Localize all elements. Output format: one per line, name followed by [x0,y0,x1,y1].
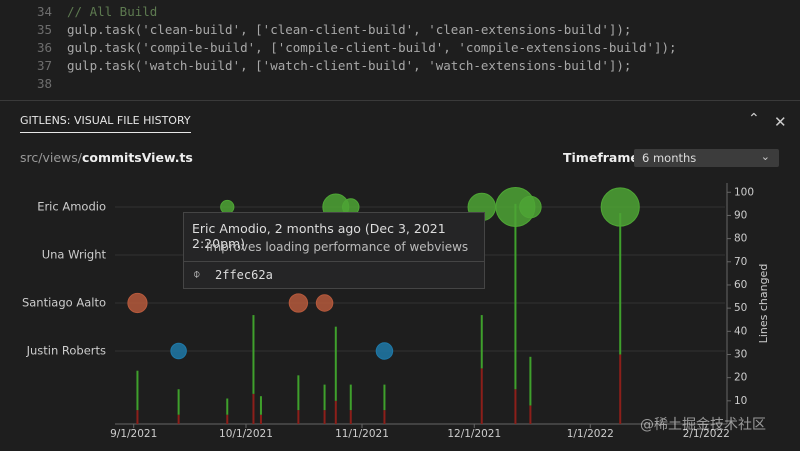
deletions-bar [136,410,139,424]
y2-tick-label: 90 [734,209,747,221]
timeframe-label: Timeframe [563,150,639,165]
author-label: Santiago Aalto [22,296,106,310]
y2-tick-label: 30 [734,348,747,360]
author-label: Una Wright [42,248,107,262]
commit-bubble[interactable] [288,293,309,313]
path-file: commitsView.ts [81,150,193,165]
deletions-bar [529,405,532,424]
commit-bubble[interactable] [127,292,148,314]
line-number: 34 [36,4,52,19]
deletions-bar [177,414,180,424]
deletions-bar [334,400,337,424]
additions-bar [349,384,352,411]
code-line: // All Build [67,4,158,19]
additions-bar [514,203,517,390]
panel-title[interactable]: GITLENS: VISUAL FILE HISTORY [20,114,191,133]
line-number: 36 [36,40,52,55]
panel: GITLENS: VISUAL FILE HISTORY ⌃ ✕ src/vie… [0,100,800,451]
y2-tick-label: 10 [734,395,747,407]
y2-tick-label: 100 [734,186,754,198]
line-number: 38 [36,76,52,91]
file-path: src/views/commitsView.ts [20,150,193,165]
y2-tick-label: 60 [734,279,747,291]
additions-bar [259,396,262,415]
y2-tick-label: 80 [734,233,747,245]
deletions-bar [514,389,517,424]
path-dir: src/views/ [20,150,82,165]
commit-bubble[interactable] [375,342,394,360]
additions-bar [252,315,255,394]
deletions-bar [259,414,262,424]
commit-bubble[interactable] [170,342,187,360]
tooltip-message: Improves loading performance of webviews [206,240,469,254]
y2-tick-label: 40 [734,325,747,337]
deletions-bar [297,410,300,424]
additions-bar [136,370,139,411]
deletions-bar [619,354,622,424]
close-button[interactable]: ✕ [774,113,787,131]
additions-bar [529,356,532,406]
y2-tick-label: 50 [734,302,747,314]
tooltip-sha[interactable]: 2ffec62a [215,268,273,282]
deletions-bar [349,410,352,424]
deletions-bar [480,368,483,424]
tooltip: Eric Amodio, 2 months ago (Dec 3, 2021 2… [183,212,485,289]
commit-bubble[interactable] [519,195,542,219]
x-tick-label: 11/1/2021 [335,428,389,440]
deletions-bar [226,414,229,424]
x-tick-label: 12/1/2021 [447,428,501,440]
timeframe-select[interactable]: 6 months ⌄ [634,149,779,167]
timeframe-value: 6 months [642,151,697,165]
x-tick-label: 10/1/2021 [219,428,273,440]
commit-icon: ⌽ [193,266,201,281]
watermark: @稀土掘金技术社区 [640,417,766,433]
x-tick-label: 9/1/2021 [110,428,157,440]
additions-bar [383,384,386,411]
code-line: gulp.task('watch-build', ['watch-client-… [67,58,632,73]
line-number: 35 [36,22,52,37]
additions-bar [177,389,180,415]
line-number: 37 [36,58,52,73]
additions-bar [619,213,622,355]
commit-bubble[interactable] [315,294,334,312]
code-line: gulp.task('compile-build', ['compile-cli… [67,40,677,55]
y2-axis-label: Lines changed [757,264,770,344]
additions-bar [297,375,300,411]
x-tick-label: 1/1/2022 [567,428,614,440]
y2-tick-label: 20 [734,372,747,384]
deletions-bar [323,410,326,424]
additions-bar [480,315,483,369]
collapse-button[interactable]: ⌃ [748,111,760,127]
deletions-bar [252,393,255,424]
editor: 34 // All Build 35 gulp.task('clean-build',… [0,0,800,96]
deletions-bar [383,410,386,424]
additions-bar [323,384,326,411]
additions-bar [226,398,229,415]
y2-tick-label: 70 [734,256,747,268]
additions-bar [334,326,337,401]
author-label: Eric Amodio [37,200,106,214]
x-tick-label: 2/1/2022 [683,428,730,440]
code-line: gulp.task('clean-build', ['clean-client-… [67,22,632,37]
author-label: Justin Roberts [26,344,106,358]
commit-bubble[interactable] [600,187,640,227]
tooltip-header: Eric Amodio, 2 months ago (Dec 3, 2021 2… [192,221,446,251]
